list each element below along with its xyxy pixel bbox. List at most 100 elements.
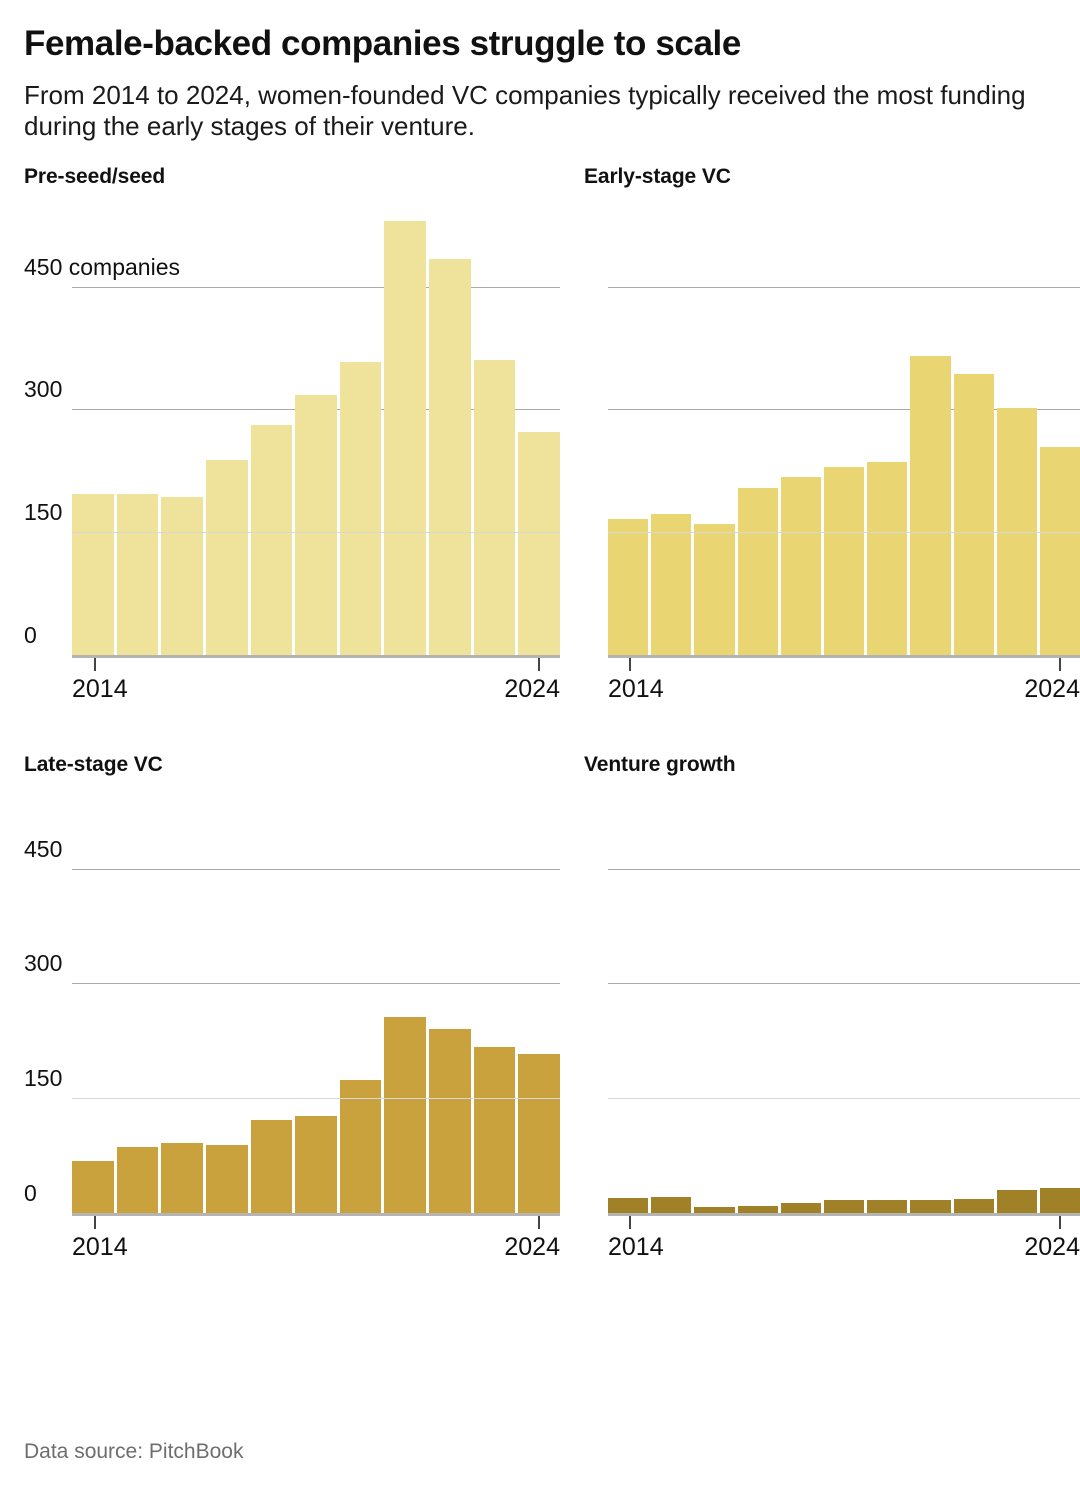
panel-title-pre-seed-seed: Pre-seed/seed xyxy=(24,164,166,188)
bar-2020[interactable] xyxy=(867,1200,908,1213)
y-axis-label-300: 300 xyxy=(24,950,63,977)
bar-2023[interactable] xyxy=(996,408,1037,655)
bar-2021[interactable] xyxy=(910,356,951,655)
x-axis-ticks xyxy=(72,1215,560,1230)
y-axis-label-0: 0 xyxy=(24,621,37,648)
bar-series xyxy=(608,785,1080,1213)
bar-2017[interactable] xyxy=(205,1145,248,1213)
x-axis-label-2014: 2014 xyxy=(72,1232,128,1261)
bar-2024[interactable] xyxy=(1039,1188,1080,1213)
bar-2020[interactable] xyxy=(339,1080,382,1213)
panel-late-stage-vc: Late-stage VC 0 150 300 450 2014 2024 xyxy=(24,752,561,1261)
bar-2022[interactable] xyxy=(429,1029,471,1213)
panel-pre-seed-seed: Pre-seed/seed 0 150 300 450 companies 2014 20… xyxy=(24,164,561,703)
bar-2021[interactable] xyxy=(384,221,427,655)
bar-2020[interactable] xyxy=(867,462,908,655)
x-axis-ticks xyxy=(72,657,560,672)
panel-title-venture-growth: Venture growth xyxy=(584,752,736,776)
x-axis-label-2024: 2024 xyxy=(1024,1232,1080,1261)
bar-2017[interactable] xyxy=(737,1205,778,1213)
bar-2016[interactable] xyxy=(161,496,203,655)
plot-venture-growth: 2014 2024 xyxy=(584,785,1080,1261)
x-axis-labels: 2014 2024 xyxy=(72,675,560,704)
bar-2017[interactable] xyxy=(205,459,248,655)
x-axis-labels: 2014 2024 xyxy=(608,1233,1080,1262)
bar-series xyxy=(72,197,561,655)
y-axis-label-0: 0 xyxy=(24,1179,37,1206)
y-axis-label-300: 300 xyxy=(24,376,63,403)
x-axis-labels: 2014 2024 xyxy=(608,675,1080,704)
gridline-150-overlay xyxy=(608,1097,1080,1099)
bar-2015[interactable] xyxy=(116,1146,159,1213)
x-axis-label-2024: 2024 xyxy=(1024,674,1080,703)
panel-venture-growth: Venture growth 2014 2024 xyxy=(584,752,1080,1261)
gridline-150-overlay xyxy=(72,531,560,533)
charts-grid: Pre-seed/seed 0 150 300 450 companies 2014 20… xyxy=(24,164,1080,1261)
bar-series xyxy=(72,785,561,1213)
x-axis-label-2024: 2024 xyxy=(504,674,560,703)
bar-2014[interactable] xyxy=(72,494,114,655)
plot-late-stage-vc: 0 150 300 450 2014 2024 xyxy=(24,785,561,1261)
bar-2015[interactable] xyxy=(651,513,692,655)
bar-2024[interactable] xyxy=(1039,446,1080,655)
bar-2018[interactable] xyxy=(250,424,293,655)
gridline-150-overlay xyxy=(608,531,1080,533)
bar-2023[interactable] xyxy=(996,1190,1037,1213)
bar-2016[interactable] xyxy=(161,1143,203,1213)
bar-2017[interactable] xyxy=(737,487,778,655)
bar-series xyxy=(608,197,1080,655)
plot-pre-seed-seed: 0 150 300 450 companies 2014 2024 xyxy=(24,197,561,703)
bar-2014[interactable] xyxy=(608,518,649,655)
x-axis-line xyxy=(72,654,560,658)
bar-2020[interactable] xyxy=(339,361,382,655)
x-axis-label-2014: 2014 xyxy=(608,1232,664,1261)
bar-2016[interactable] xyxy=(694,523,735,655)
gridline-300 xyxy=(608,983,1080,985)
page-subtitle: From 2014 to 2024, women-founded VC comp… xyxy=(24,80,1026,142)
gridline-450 xyxy=(608,868,1080,870)
panel-title-late-stage-vc: Late-stage VC xyxy=(24,752,163,776)
x-tick-2024 xyxy=(537,1215,540,1229)
x-tick-2024 xyxy=(1058,657,1061,671)
bar-2019[interactable] xyxy=(295,395,337,655)
bar-2023[interactable] xyxy=(473,360,516,655)
bar-2023[interactable] xyxy=(473,1046,516,1213)
bar-2019[interactable] xyxy=(295,1116,337,1213)
panel-title-early-stage-vc: Early-stage VC xyxy=(584,164,731,188)
bar-2021[interactable] xyxy=(910,1200,951,1213)
x-tick-2014 xyxy=(94,657,97,671)
y-axis-label-150: 150 xyxy=(24,1064,63,1091)
bar-2018[interactable] xyxy=(780,1203,821,1213)
x-axis-labels: 2014 2024 xyxy=(72,1233,560,1262)
x-tick-2024 xyxy=(537,657,540,671)
panel-early-stage-vc: Early-stage VC 2014 2024 xyxy=(584,164,1080,703)
bar-2019[interactable] xyxy=(823,1199,865,1213)
bar-2016[interactable] xyxy=(694,1207,735,1213)
bar-2024[interactable] xyxy=(518,1054,561,1213)
bar-2024[interactable] xyxy=(518,432,561,655)
x-axis-line xyxy=(608,654,1080,658)
bar-2022[interactable] xyxy=(953,374,994,655)
bar-2015[interactable] xyxy=(116,494,159,655)
bar-2019[interactable] xyxy=(823,466,865,655)
bar-2018[interactable] xyxy=(780,477,821,655)
bar-2014[interactable] xyxy=(72,1161,114,1213)
bar-2022[interactable] xyxy=(953,1198,994,1213)
bar-2022[interactable] xyxy=(429,258,471,655)
gridline-450 xyxy=(72,868,560,870)
gridline-300 xyxy=(72,983,560,985)
x-tick-2014 xyxy=(629,657,632,671)
bar-2014[interactable] xyxy=(608,1198,649,1213)
x-axis-label-2014: 2014 xyxy=(608,674,664,703)
x-tick-2014 xyxy=(629,1215,632,1229)
x-tick-2024 xyxy=(1058,1215,1061,1229)
bar-2018[interactable] xyxy=(250,1120,293,1213)
page-title: Female-backed companies struggle to scal… xyxy=(24,24,741,63)
x-axis-ticks xyxy=(608,1215,1080,1230)
bar-2015[interactable] xyxy=(651,1197,692,1213)
gridline-300 xyxy=(608,409,1080,411)
gridline-450 xyxy=(72,286,560,288)
bar-2021[interactable] xyxy=(384,1016,427,1213)
y-axis-label-450: 450 xyxy=(24,835,63,862)
x-axis-ticks xyxy=(608,657,1080,672)
